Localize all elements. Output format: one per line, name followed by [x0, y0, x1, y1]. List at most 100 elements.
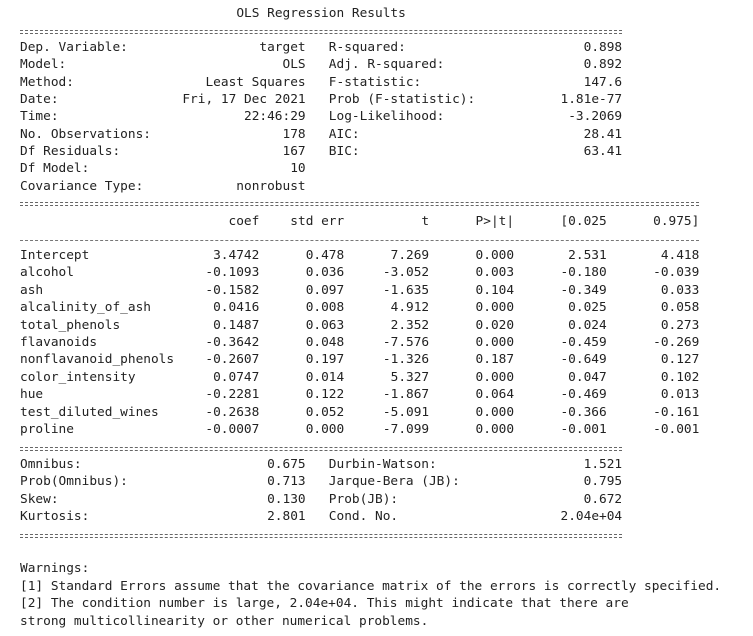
coef-cell: -0.269: [653, 335, 700, 350]
coef-cell: -7.576: [382, 335, 430, 350]
summary-label: No. Observations:: [20, 126, 151, 142]
warning-line: [1] Standard Errors assume that the cova…: [20, 578, 722, 594]
coef-cell: 0.000: [475, 369, 515, 385]
summary-label: Adj. R-squared:: [328, 57, 445, 73]
summary-label: Model:: [20, 57, 67, 73]
coef-cell: -0.039: [653, 265, 700, 281]
summary-label: Date:: [20, 92, 59, 108]
summary-value: 0.898: [583, 40, 623, 55]
diag-value: 2.04e+04: [560, 509, 623, 525]
summary-label: Time:: [20, 109, 59, 125]
coef-cell: -0.001: [653, 422, 700, 437]
coef-cell: -0.2638: [205, 404, 260, 420]
summary-label: Method:: [20, 74, 74, 90]
variable-name: ash: [20, 282, 44, 298]
diag-label: Jarque-Bera (JB):: [328, 474, 460, 490]
summary-label: Prob (F-statistic):: [328, 92, 476, 108]
coef-cell: 0.197: [305, 352, 345, 368]
summary-value: 1.81e-77: [560, 92, 623, 108]
diag-label: Prob(Omnibus):: [20, 474, 128, 490]
summary-label: Log-Likelihood:: [328, 109, 445, 125]
coef-cell: -0.1093: [205, 265, 260, 281]
coef-cell: -0.469: [560, 387, 607, 403]
coef-cell: -0.3642: [205, 335, 260, 350]
coef-cell: -0.649: [560, 352, 607, 368]
coef-cell: 4.912: [390, 300, 430, 316]
coef-cell: -0.001: [560, 422, 607, 437]
diag-value: 1.521: [583, 457, 623, 472]
summary-value: 147.6: [583, 74, 623, 90]
summary-value: 178: [282, 126, 306, 142]
diag-label: Prob(JB):: [328, 491, 399, 507]
coef-cell: -0.366: [560, 404, 607, 420]
warning-line: [2] The condition number is large, 2.04e…: [20, 596, 629, 611]
coef-cell: 2.352: [390, 317, 430, 333]
coef-cell: 0.102: [660, 369, 700, 385]
column-header: std err: [290, 214, 345, 229]
coef-cell: -0.2281: [205, 387, 260, 403]
summary-value: 167: [282, 144, 306, 160]
coef-cell: 0.064: [475, 387, 515, 403]
separator: [20, 534, 622, 538]
summary-label: BIC:: [328, 144, 360, 160]
coef-cell: -1.326: [382, 352, 430, 368]
coef-cell: 4.418: [660, 248, 700, 263]
summary-value: Fri, 17 Dec 2021: [182, 92, 306, 108]
column-header: [0.025: [560, 214, 607, 229]
coef-cell: 0.003: [475, 265, 515, 281]
coef-cell: 0.000: [475, 248, 515, 263]
summary-value: target: [259, 40, 306, 55]
coef-cell: -7.099: [382, 422, 430, 437]
coef-cell: -0.161: [653, 404, 700, 420]
summary-value: 10: [290, 161, 306, 177]
variable-name: proline: [20, 422, 74, 437]
summary-label: Df Model:: [20, 161, 90, 177]
variable-name: color_intensity: [20, 369, 136, 385]
coef-cell: 0.063: [305, 317, 345, 333]
diag-label: Cond. No.: [328, 509, 399, 525]
coef-cell: 0.000: [475, 335, 515, 350]
coef-cell: 0.008: [305, 300, 345, 316]
coef-cell: -0.2607: [205, 352, 260, 368]
coef-cell: 0.058: [660, 300, 700, 316]
summary-label: F-statistic:: [328, 74, 422, 90]
coef-cell: -0.180: [560, 265, 607, 281]
column-header: coef: [228, 214, 260, 229]
coef-cell: 0.122: [305, 387, 345, 403]
diag-label: Skew:: [20, 491, 59, 507]
coef-cell: 0.052: [305, 404, 345, 420]
column-header: 0.975]: [653, 214, 700, 229]
coef-cell: 2.531: [568, 248, 607, 263]
summary-label: R-squared:: [328, 40, 406, 55]
column-header: t: [421, 214, 430, 229]
variable-name: total_phenols: [20, 317, 121, 333]
coef-cell: 0.104: [475, 282, 515, 298]
coef-cell: -0.1582: [205, 282, 260, 298]
separator: [20, 447, 622, 451]
coef-cell: 0.036: [305, 265, 345, 281]
coef-cell: 0.1487: [213, 317, 260, 333]
coef-cell: 0.020: [475, 317, 515, 333]
coef-cell: 0.014: [305, 369, 345, 385]
coef-cell: -1.635: [382, 282, 430, 298]
column-header: P>|t|: [475, 214, 515, 229]
diag-value: 0.795: [583, 474, 623, 490]
summary-value: 22:46:29: [243, 109, 306, 125]
warning-line: strong multicollinearity or other numeri…: [20, 613, 429, 629]
coef-cell: 0.000: [475, 404, 515, 420]
title: OLS Regression Results: [236, 6, 406, 21]
coef-cell: -0.0007: [205, 422, 260, 437]
coef-cell: 0.478: [305, 248, 345, 263]
separator: [20, 30, 622, 34]
summary-value: 63.41: [583, 144, 623, 160]
variable-name: alcohol: [20, 265, 74, 281]
coef-cell: -0.349: [560, 282, 607, 298]
diag-label: Omnibus:: [20, 457, 82, 472]
coef-cell: 7.269: [390, 248, 430, 263]
coef-cell: 0.187: [475, 352, 515, 368]
variable-name: alcalinity_of_ash: [20, 300, 151, 316]
summary-value: Least Squares: [205, 74, 306, 90]
summary-label: AIC:: [328, 126, 360, 142]
summary-label: Dep. Variable:: [20, 40, 128, 55]
